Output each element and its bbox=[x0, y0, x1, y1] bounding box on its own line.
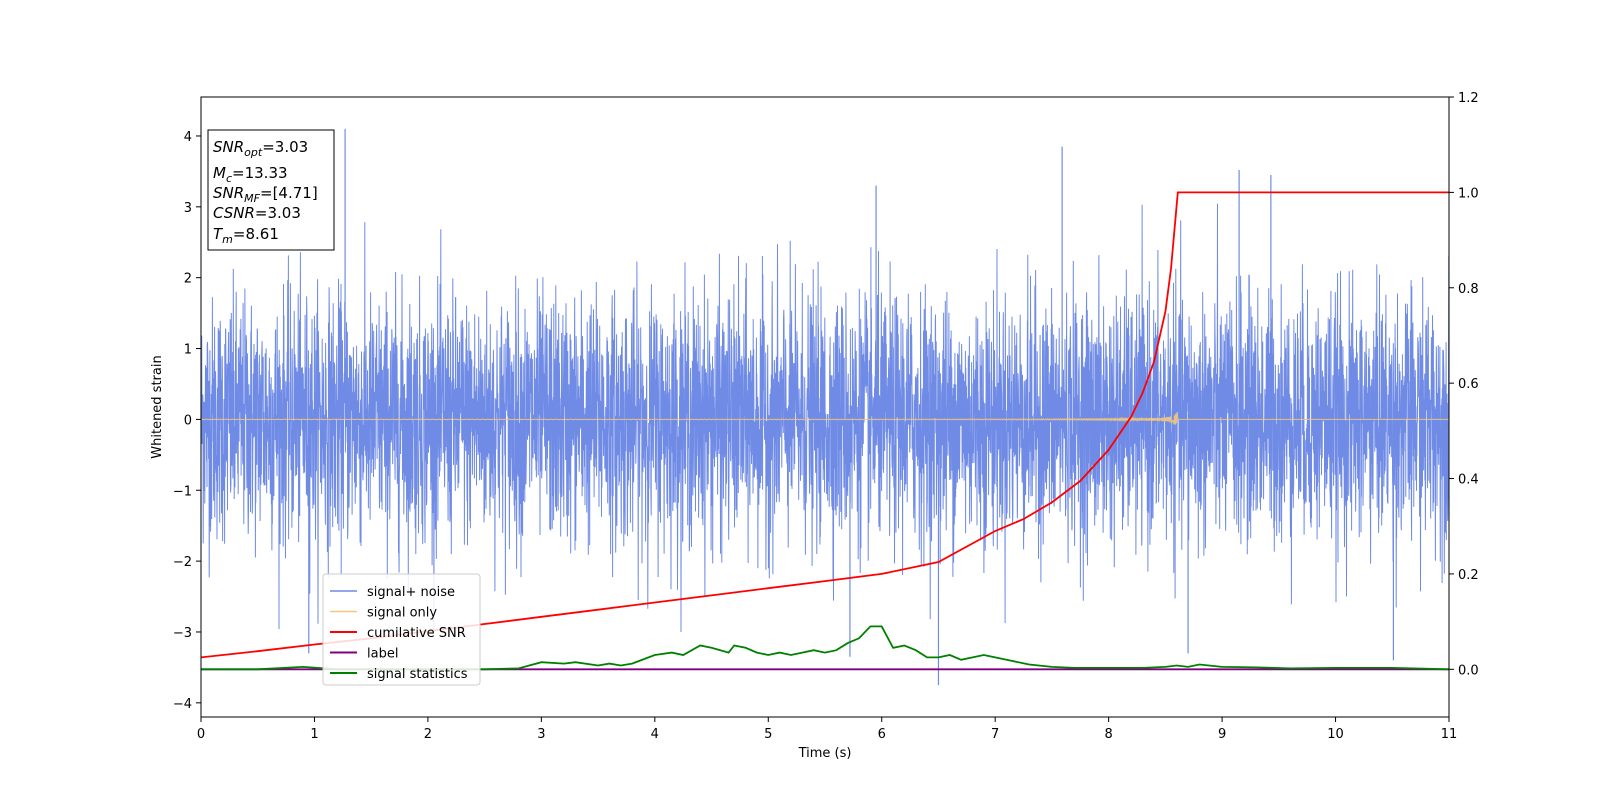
plot-area bbox=[200, 96, 1450, 718]
y-tick-label: −1 bbox=[173, 484, 192, 499]
y-tick-label: 3 bbox=[184, 201, 192, 216]
y2-tick-label: 0.6 bbox=[1458, 377, 1479, 392]
x-tick-label: 2 bbox=[424, 727, 432, 742]
legend-label: signal only bbox=[367, 606, 437, 621]
y-axis-right: 0.0 0.2 0.4 0.6 0.8 1.0 1.2 bbox=[1449, 91, 1479, 678]
stat-tm: Tm=8.61 bbox=[213, 225, 279, 246]
y-tick-label: −3 bbox=[173, 626, 192, 641]
y2-tick-label: 1.2 bbox=[1458, 91, 1479, 106]
series-signal-statistics-line bbox=[201, 625, 1449, 671]
legend-label: signal+ noise bbox=[367, 585, 455, 600]
series-signal-noise-line bbox=[201, 203, 1449, 633]
y-tick-label: 0 bbox=[184, 413, 192, 428]
y2-tick-label: 0.0 bbox=[1458, 663, 1479, 678]
x-tick-label: 6 bbox=[878, 727, 886, 742]
x-tick-label: 1 bbox=[310, 727, 318, 742]
y2-tick-label: 0.8 bbox=[1458, 282, 1479, 297]
stat-mc: Mc=13.33 bbox=[213, 164, 288, 185]
x-tick-label: 10 bbox=[1327, 727, 1344, 742]
x-tick-label: 8 bbox=[1104, 727, 1112, 742]
series-signal-only-line bbox=[201, 411, 1449, 426]
legend: signal+ noise signal only cumilative SNR la… bbox=[322, 573, 481, 686]
y-axis-left: −4 −3 −2 −1 0 1 2 3 4 bbox=[173, 130, 201, 712]
y-tick-label: −2 bbox=[173, 555, 192, 570]
stat-snr-mf: SNRMF=[4.71] bbox=[213, 184, 318, 205]
legend-label: label bbox=[367, 647, 398, 662]
y-axis-label: Whitened strain bbox=[150, 355, 165, 458]
y2-tick-label: 0.4 bbox=[1458, 473, 1479, 488]
x-tick-label: 4 bbox=[651, 727, 659, 742]
x-axis: 0 1 2 3 4 5 6 7 8 9 10 11 bbox=[197, 717, 1457, 742]
x-tick-label: 5 bbox=[764, 727, 772, 742]
x-tick-label: 11 bbox=[1441, 727, 1458, 742]
stats-box: SNRopt=3.03 Mc=13.33 SNRMF=[4.71] CSNR=3… bbox=[207, 129, 335, 251]
legend-label: signal statistics bbox=[367, 667, 468, 682]
y-tick-label: 2 bbox=[184, 272, 192, 287]
x-tick-label: 3 bbox=[537, 727, 545, 742]
x-tick-label: 9 bbox=[1218, 727, 1226, 742]
stat-snr-opt: SNRopt=3.03 bbox=[213, 138, 308, 159]
stat-csnr: CSNR=3.03 bbox=[213, 204, 301, 222]
y2-tick-label: 0.2 bbox=[1458, 568, 1479, 583]
x-tick-label: 7 bbox=[991, 727, 999, 742]
x-axis-label: Time (s) bbox=[798, 746, 852, 761]
y-tick-label: 1 bbox=[184, 343, 192, 358]
y-tick-label: 4 bbox=[184, 130, 192, 145]
y2-tick-label: 1.0 bbox=[1458, 186, 1479, 201]
x-tick-label: 0 bbox=[197, 727, 205, 742]
y-tick-label: −4 bbox=[173, 697, 192, 712]
legend-label: cumilative SNR bbox=[367, 626, 466, 641]
